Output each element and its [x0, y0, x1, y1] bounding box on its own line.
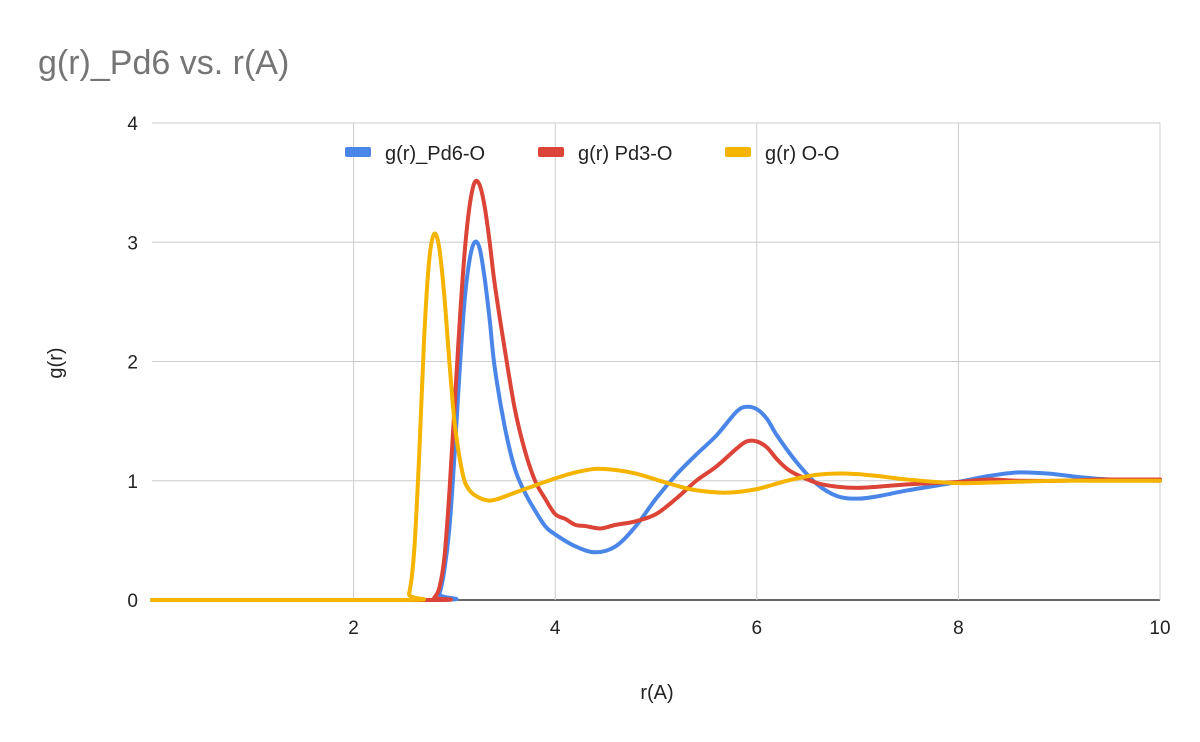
- legend-label: g(r)_Pd6-O: [385, 143, 485, 165]
- gridlines: [152, 122, 1161, 601]
- y-tick-label: 1: [127, 472, 138, 493]
- chart-title: g(r)_Pd6 vs. r(A): [38, 44, 289, 82]
- legend-label: g(r) Pd3-O: [578, 143, 672, 165]
- legend-label: g(r) O-O: [765, 143, 839, 165]
- series-lines: [150, 178, 1162, 603]
- legend-swatch: [538, 147, 564, 157]
- x-tick-label: 8: [953, 618, 964, 639]
- legend-swatch: [725, 147, 751, 157]
- series-line-1: [150, 239, 1162, 603]
- x-axis-title: r(A): [640, 682, 673, 704]
- x-tick-label: 4: [550, 618, 561, 639]
- x-tick-label: 2: [348, 618, 359, 639]
- legend: g(r)_Pd6-O g(r) Pd3-O g(r) O-O: [345, 143, 839, 165]
- y-tick-label: 0: [127, 591, 138, 612]
- legend-swatch: [345, 147, 371, 157]
- y-tick-label: 2: [127, 353, 138, 374]
- x-tick-label: 10: [1149, 618, 1170, 639]
- series-line-3: [150, 231, 1162, 603]
- x-tick-label: 6: [752, 618, 763, 639]
- y-axis-title: g(r): [45, 347, 67, 378]
- y-tick-label: 4: [127, 114, 138, 135]
- y-tick-label: 3: [127, 233, 138, 254]
- axis-ticks: 0 1 2 3 4 2 4 6 8 10: [127, 114, 1170, 639]
- series-line-2: [150, 178, 1162, 603]
